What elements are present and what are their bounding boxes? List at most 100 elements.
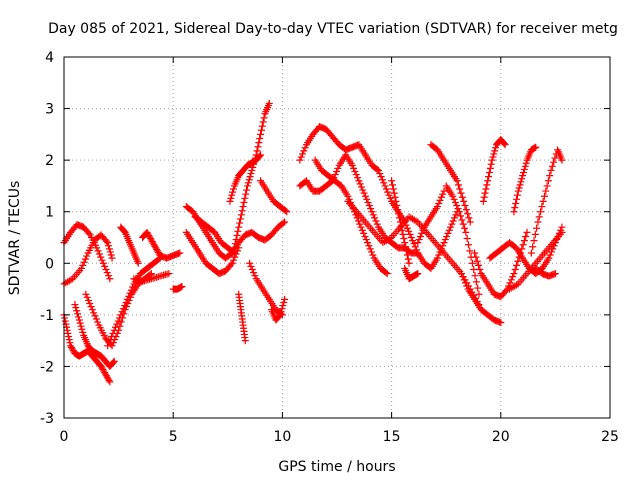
data-point (415, 236, 423, 244)
data-point (297, 153, 305, 161)
data-point (456, 185, 464, 193)
data-point (449, 217, 457, 225)
data-point (507, 276, 515, 284)
data-point (520, 237, 528, 245)
data-point (491, 147, 499, 155)
data-point (117, 311, 125, 319)
data-point (357, 183, 365, 191)
data-series (401, 264, 422, 283)
data-point (257, 130, 265, 138)
data-point (248, 265, 256, 273)
data-point (457, 189, 465, 197)
data-point (94, 247, 102, 255)
y-axis-label: SDTVAR / TECUs (7, 181, 23, 296)
data-point (226, 197, 234, 205)
data-point (471, 272, 479, 280)
data-point (369, 211, 377, 219)
data-point (466, 218, 474, 226)
data-point (472, 253, 480, 261)
data-series (442, 182, 483, 298)
data-point (265, 99, 273, 107)
data-point (453, 177, 461, 185)
data-series (532, 264, 559, 280)
data-point (361, 192, 369, 200)
data-series (71, 301, 118, 370)
data-point (356, 220, 364, 228)
data-point (74, 310, 82, 318)
plot-frame (63, 56, 611, 419)
x-tick-label: 0 (60, 429, 69, 445)
data-point (374, 166, 382, 174)
data-point (416, 232, 424, 240)
data-point (529, 243, 537, 251)
data-point (373, 220, 381, 228)
data-point (533, 224, 541, 232)
data-point (121, 302, 129, 310)
data-point (522, 232, 530, 240)
x-tick-label: 5 (169, 429, 178, 445)
data-point (229, 188, 237, 196)
data-point (357, 223, 365, 231)
data-series (130, 270, 173, 285)
data-point (519, 172, 527, 180)
data-point (390, 189, 398, 197)
data-point (63, 326, 71, 334)
data-point (489, 153, 497, 161)
data-point (333, 167, 341, 175)
data-point (228, 191, 236, 199)
data-point (550, 158, 558, 166)
data-point (455, 208, 463, 216)
data-point (435, 251, 443, 259)
data-points (60, 99, 566, 386)
data-point (522, 159, 530, 167)
data-point (433, 254, 441, 262)
data-point (473, 257, 481, 265)
data-point (356, 180, 364, 188)
data-point (298, 150, 306, 158)
data-point (548, 162, 556, 170)
data-point (106, 275, 114, 283)
x-tick-label: 10 (273, 429, 291, 445)
data-point (283, 208, 291, 216)
data-point (231, 240, 239, 248)
data-point (276, 311, 284, 319)
data-point (71, 301, 79, 309)
data-point (402, 243, 410, 251)
data-point (236, 215, 244, 223)
data-point (480, 193, 488, 201)
data-point (530, 237, 538, 245)
data-point (454, 181, 462, 189)
data-point (546, 251, 554, 259)
data-point (106, 248, 114, 256)
data-point (331, 171, 339, 179)
data-point (86, 300, 94, 308)
data-point (531, 230, 539, 238)
data-series (486, 223, 566, 278)
data-point (460, 276, 468, 284)
data-point (367, 205, 375, 213)
data-point (373, 165, 381, 173)
data-point (122, 298, 130, 306)
data-point (112, 323, 120, 331)
data-point (401, 239, 409, 247)
data-point (445, 226, 453, 234)
data-point (106, 378, 114, 386)
data-point (388, 181, 396, 189)
data-point (359, 186, 367, 194)
data-point (510, 270, 518, 278)
data-point (61, 317, 69, 325)
data-point (558, 156, 566, 164)
data-point (380, 179, 388, 187)
data-point (520, 169, 528, 177)
data-point (64, 329, 72, 337)
data-point (105, 242, 113, 250)
data-point (229, 185, 237, 193)
data-point (110, 326, 118, 334)
data-point (461, 202, 469, 210)
data-point (255, 139, 263, 147)
data-point (405, 259, 413, 267)
data-point (366, 245, 374, 253)
data-point (372, 217, 380, 225)
data-point (123, 295, 131, 303)
data-series (311, 156, 391, 278)
